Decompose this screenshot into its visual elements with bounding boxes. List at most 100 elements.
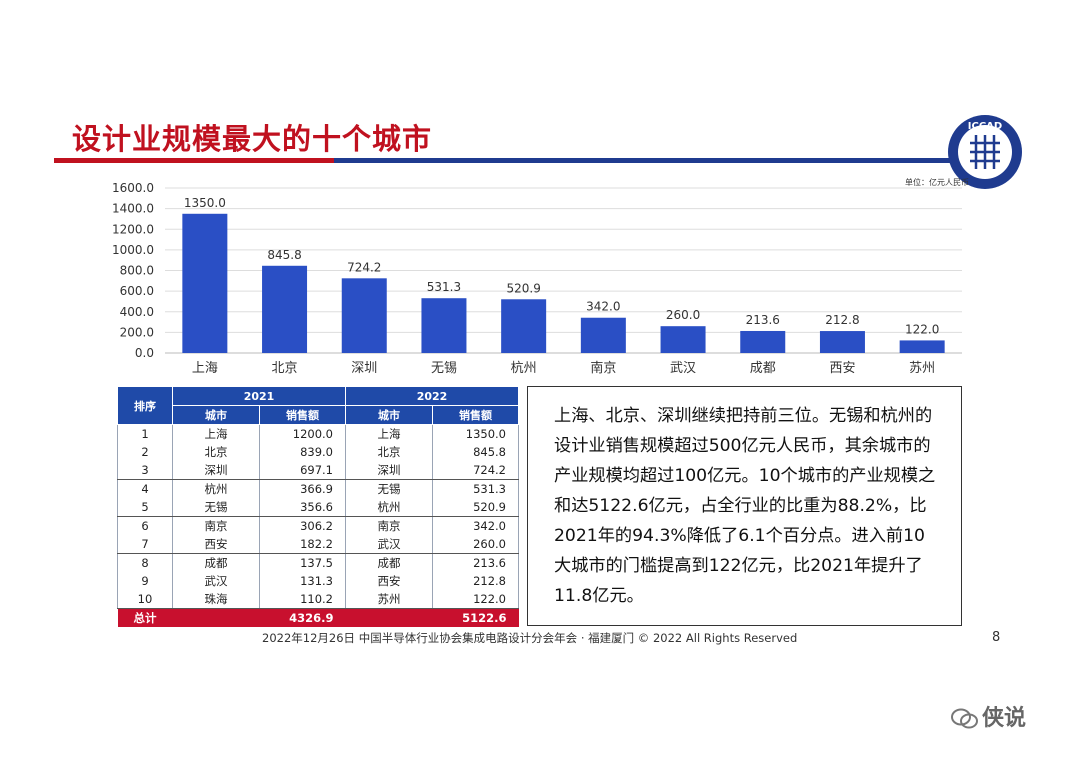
city-2021-cell: 上海 <box>172 424 260 443</box>
sales-2022-cell: 342.0 <box>432 516 519 535</box>
rank-cell: 3 <box>117 461 173 480</box>
y-tick-label: 800.0 <box>120 264 154 278</box>
total-2021: 4326.9 <box>259 608 346 627</box>
city-2021-cell: 南京 <box>172 516 260 535</box>
total-label: 总计 <box>117 608 173 627</box>
sales-2021-cell: 839.0 <box>259 443 346 461</box>
bar-value-label: 342.0 <box>586 300 620 314</box>
chart-bars <box>182 213 945 353</box>
rank-cell: 9 <box>117 572 173 590</box>
bar <box>740 330 786 353</box>
city-2022-cell: 深圳 <box>345 461 433 480</box>
total-row: 总计 4326.9 5122.6 <box>117 608 519 627</box>
y-tick-label: 1000.0 <box>112 243 154 257</box>
ranking-table: 排序 2021 2022 城市 销售额 城市 销售额 1 上海 1200.0 上海 13… <box>117 386 519 627</box>
city-2022-cell: 上海 <box>345 424 433 443</box>
city-2022-cell: 北京 <box>345 443 433 461</box>
table-row: 2 北京 839.0 北京 845.8 <box>117 443 519 461</box>
year-2021-header: 2021 <box>172 386 346 406</box>
watermark: 侠说 <box>950 700 1026 732</box>
x-category-label: 杭州 <box>511 361 537 376</box>
table-row: 6 南京 306.2 南京 342.0 <box>117 516 519 535</box>
city-2022-cell: 杭州 <box>345 498 433 517</box>
city-2021-cell: 珠海 <box>172 590 260 609</box>
iccad-logo: ICCAD <box>948 115 1022 189</box>
sales-2022-cell: 724.2 <box>432 461 519 480</box>
x-category-label: 武汉 <box>670 361 696 376</box>
unit-label: 单位：亿元人民币 <box>905 178 969 187</box>
x-category-label: 苏州 <box>909 360 935 376</box>
city-2021-cell: 深圳 <box>172 461 260 480</box>
sales-header-2021: 销售额 <box>259 405 346 425</box>
value-labels: 1350.0 845.8 724.2 531.3 520.9 342.0 260.0 213.… <box>184 196 939 337</box>
rank-cell: 8 <box>117 553 173 572</box>
rank-cell: 4 <box>117 479 173 498</box>
sales-2021-cell: 366.9 <box>259 479 346 498</box>
logo-text: ICCAD <box>968 121 1002 132</box>
bar <box>580 317 626 353</box>
wechat-icon <box>951 708 978 729</box>
sales-header-2022: 销售额 <box>432 405 519 425</box>
sales-2021-cell: 110.2 <box>259 590 346 609</box>
bar <box>182 213 228 353</box>
sales-2022-cell: 260.0 <box>432 535 519 554</box>
table-row: 1 上海 1200.0 上海 1350.0 <box>117 424 519 443</box>
rank-cell: 6 <box>117 516 173 535</box>
x-category-label: 南京 <box>590 360 616 376</box>
x-category-label: 深圳 <box>351 361 377 376</box>
city-2022-cell: 南京 <box>345 516 433 535</box>
table-row: 7 西安 182.2 武汉 260.0 <box>117 535 519 554</box>
bar-value-label: 531.3 <box>427 280 461 294</box>
bar-value-label: 845.8 <box>267 248 301 262</box>
y-tick-label: 1600.0 <box>112 181 154 195</box>
city-2021-cell: 杭州 <box>172 479 260 498</box>
table-row: 4 杭州 366.9 无锡 531.3 <box>117 479 519 498</box>
city-2022-cell: 苏州 <box>345 590 433 609</box>
sales-2022-cell: 212.8 <box>432 572 519 590</box>
bar-value-label: 520.9 <box>506 281 540 295</box>
city-2021-cell: 成都 <box>172 553 260 572</box>
rank-cell: 1 <box>117 424 173 443</box>
bar-value-label: 212.8 <box>825 313 859 327</box>
bar <box>501 299 547 353</box>
table-row: 10 珠海 110.2 苏州 122.0 <box>117 590 519 609</box>
page-number: 8 <box>992 630 1001 645</box>
x-category-label: 无锡 <box>431 361 457 376</box>
sales-2022-cell: 520.9 <box>432 498 519 517</box>
table-body: 1 上海 1200.0 上海 1350.0 2 北京 839.0 北京 845.8 3 深圳 697.1… <box>117 424 519 609</box>
city-2021-cell: 无锡 <box>172 498 260 517</box>
total-2022: 5122.6 <box>432 608 519 627</box>
bar-value-label: 260.0 <box>666 308 700 322</box>
title-underline <box>54 158 959 163</box>
y-axis-labels: 0.0 200.0 400.0 600.0 800.0 1000.0 1200.0 1400.… <box>112 181 154 360</box>
sales-2022-cell: 122.0 <box>432 590 519 609</box>
table-row: 3 深圳 697.1 深圳 724.2 <box>117 461 519 480</box>
bar-value-label: 122.0 <box>905 322 939 336</box>
x-category-label: 成都 <box>750 361 776 376</box>
bar <box>341 278 387 353</box>
watermark-text: 侠说 <box>982 706 1027 731</box>
sales-2022-cell: 1350.0 <box>432 424 519 443</box>
footer-text: 2022年12月26日 中国半导体行业协会集成电路设计分会年会 · 福建厦门 ©… <box>262 631 798 645</box>
bar <box>819 331 865 353</box>
bar <box>421 298 467 353</box>
city-2021-cell: 武汉 <box>172 572 260 590</box>
rank-cell: 2 <box>117 443 173 461</box>
bar <box>899 340 945 353</box>
table-row: 5 无锡 356.6 杭州 520.9 <box>117 498 519 517</box>
bar-value-label: 213.6 <box>746 313 780 327</box>
x-category-label: 北京 <box>272 361 298 376</box>
bar <box>262 265 308 353</box>
y-tick-label: 1200.0 <box>112 222 154 236</box>
y-tick-label: 400.0 <box>120 305 154 319</box>
city-2021-cell: 北京 <box>172 443 260 461</box>
rank-cell: 7 <box>117 535 173 554</box>
x-axis-labels: 上海 北京 深圳 无锡 杭州 南京 武汉 成都 西安 苏州 <box>192 360 935 376</box>
bar-chart: 0.0 200.0 400.0 600.0 800.0 1000.0 1200.0 1400.… <box>112 181 962 376</box>
sales-2022-cell: 845.8 <box>432 443 519 461</box>
table-row: 9 武汉 131.3 西安 212.8 <box>117 572 519 590</box>
title-underline-accent <box>54 158 334 163</box>
table-row: 8 成都 137.5 成都 213.6 <box>117 553 519 572</box>
rank-header: 排序 <box>117 386 173 425</box>
y-tick-label: 600.0 <box>120 284 154 298</box>
